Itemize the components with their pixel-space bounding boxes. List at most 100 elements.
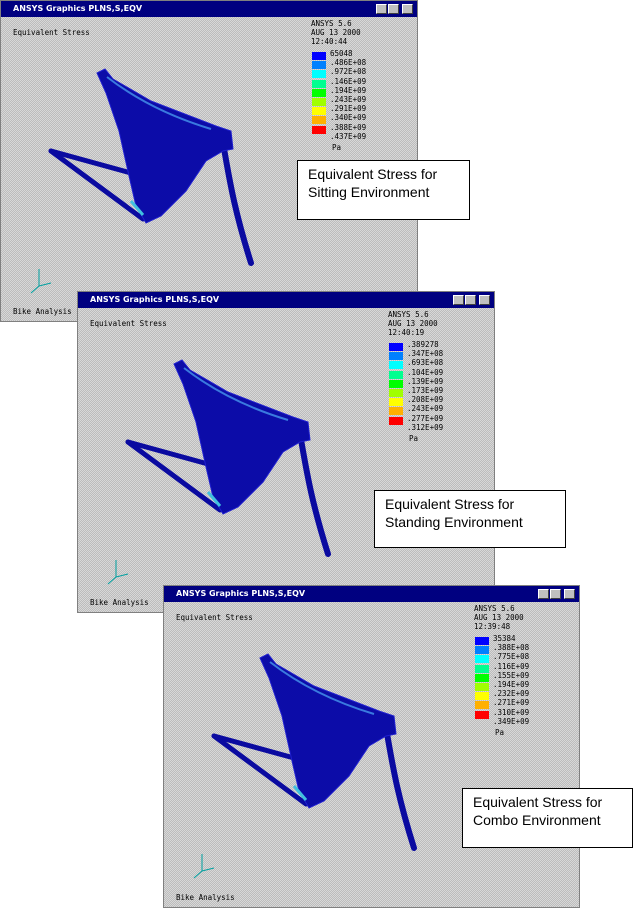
legend-label: .194E+09: [330, 85, 367, 95]
legend-swatch: [475, 664, 489, 673]
legend-swatch: [475, 673, 489, 682]
ansys-window: ANSYS Graphics PLNS,S,EQV Equivalent Stre…: [163, 585, 580, 908]
legend-label: .232E+09: [493, 689, 530, 699]
title-bar: ANSYS Graphics PLNS,S,EQV: [164, 586, 579, 602]
legend-swatch: [389, 361, 403, 370]
stress-streak: [269, 661, 375, 715]
legend-swatch: [475, 646, 489, 655]
frame-body: [259, 653, 397, 809]
legend-label: .146E+09: [330, 76, 367, 86]
legend-label: .208E+09: [407, 395, 444, 405]
stress-streak: [129, 200, 145, 216]
frame-body: [96, 68, 234, 224]
minimize-button[interactable]: [453, 295, 464, 305]
stress-streak: [183, 367, 289, 421]
plot-title: Equivalent Stress: [176, 613, 253, 622]
info-line: AUG 13 2000: [388, 319, 438, 328]
legend-swatch: [389, 398, 403, 407]
minimize-button[interactable]: [376, 4, 387, 14]
legend-swatch: [312, 70, 326, 79]
legend-swatch: [312, 52, 326, 60]
legend-label: .310E+09: [493, 707, 530, 717]
maximize-button[interactable]: [550, 589, 561, 599]
legend-label: .243E+09: [330, 95, 367, 104]
upper-stay: [211, 733, 297, 761]
caption-box: Equivalent Stress for Combo Environment: [462, 788, 633, 848]
legend-swatch: [389, 370, 403, 379]
chain-stay: [125, 439, 223, 513]
title-bar: ANSYS Graphics PLNS,S,EQV: [1, 1, 417, 17]
unit-label: Pa: [495, 728, 505, 737]
info-line: 12:39:48: [474, 622, 511, 631]
chain-stay: [48, 148, 146, 222]
bike-frame-model: [30, 68, 254, 294]
legend-label: .271E+09: [493, 698, 530, 708]
legend-swatch: [389, 352, 403, 361]
legend-swatch: [475, 637, 489, 645]
legend-label: .486E+08: [330, 58, 367, 68]
close-button[interactable]: [564, 589, 575, 599]
unit-label: Pa: [332, 143, 342, 152]
axis-triad: [193, 854, 215, 879]
seat-tube: [220, 140, 254, 266]
legend-label: 35384: [493, 634, 516, 643]
close-button[interactable]: [402, 4, 413, 14]
minimize-button[interactable]: [538, 589, 549, 599]
legend-swatch: [475, 692, 489, 701]
caption-box: Equivalent Stress for Standing Environmen…: [374, 490, 566, 548]
caption-box: Equivalent Stress for Sitting Environment: [297, 160, 470, 220]
legend-label: .437E+09: [330, 131, 367, 141]
legend-swatch: [312, 61, 326, 70]
legend-swatch: [475, 710, 489, 719]
maximize-button[interactable]: [388, 4, 399, 14]
plot-title: Equivalent Stress: [13, 28, 90, 37]
legend-swatch: [389, 379, 403, 388]
seat-tube: [297, 431, 331, 557]
legend-swatch: [389, 389, 403, 397]
info-line: AUG 13 2000: [311, 28, 361, 37]
legend-swatch: [312, 116, 326, 125]
footer-label: Bike Analysis: [176, 893, 235, 902]
legend-swatch: [389, 407, 403, 416]
legend-label: .139E+09: [407, 376, 444, 386]
legend-label: .389278: [407, 340, 439, 349]
legend-swatch: [475, 655, 489, 664]
caption-line: Combo Environment: [473, 812, 601, 828]
caption-line: Standing Environment: [385, 514, 523, 530]
maximize-button[interactable]: [465, 295, 476, 305]
legend-label: .291E+09: [330, 104, 367, 114]
legend-label: .388E+09: [330, 122, 367, 132]
info-line: AUG 13 2000: [474, 613, 524, 622]
bike-frame-model: [107, 359, 331, 585]
legend-swatch: [312, 88, 326, 97]
legend-swatch: [312, 107, 326, 116]
footer-label: Bike Analysis: [13, 307, 72, 316]
close-button[interactable]: [479, 295, 490, 305]
caption-line: Equivalent Stress for: [385, 496, 515, 512]
legend-label: .173E+09: [407, 386, 444, 395]
chain-stay: [211, 733, 309, 807]
info-line: ANSYS 5.6: [311, 19, 352, 28]
legend-label: 65048: [330, 49, 353, 58]
legend-swatch: [389, 416, 403, 425]
info-line: 12:40:19: [388, 328, 425, 337]
caption-line: Equivalent Stress for: [308, 166, 438, 182]
legend-label: .693E+08: [407, 358, 444, 368]
legend-label: .116E+09: [493, 661, 530, 671]
upper-stay: [48, 148, 134, 176]
footer-label: Bike Analysis: [90, 598, 149, 607]
legend-swatch: [389, 343, 403, 351]
legend-swatch: [312, 125, 326, 134]
legend-label: .277E+09: [407, 413, 444, 423]
legend-label: .104E+09: [407, 367, 444, 377]
stress-streak: [206, 491, 222, 507]
upper-stay: [125, 439, 211, 467]
legend-label: .388E+08: [493, 643, 530, 653]
stress-streak: [106, 76, 212, 130]
legend-label: .243E+09: [407, 404, 444, 414]
caption-line: Sitting Environment: [308, 184, 430, 200]
axis-triad: [107, 560, 129, 585]
plot-title: Equivalent Stress: [90, 319, 167, 328]
legend-swatch: [475, 701, 489, 710]
caption-line: Equivalent Stress for: [473, 794, 603, 810]
